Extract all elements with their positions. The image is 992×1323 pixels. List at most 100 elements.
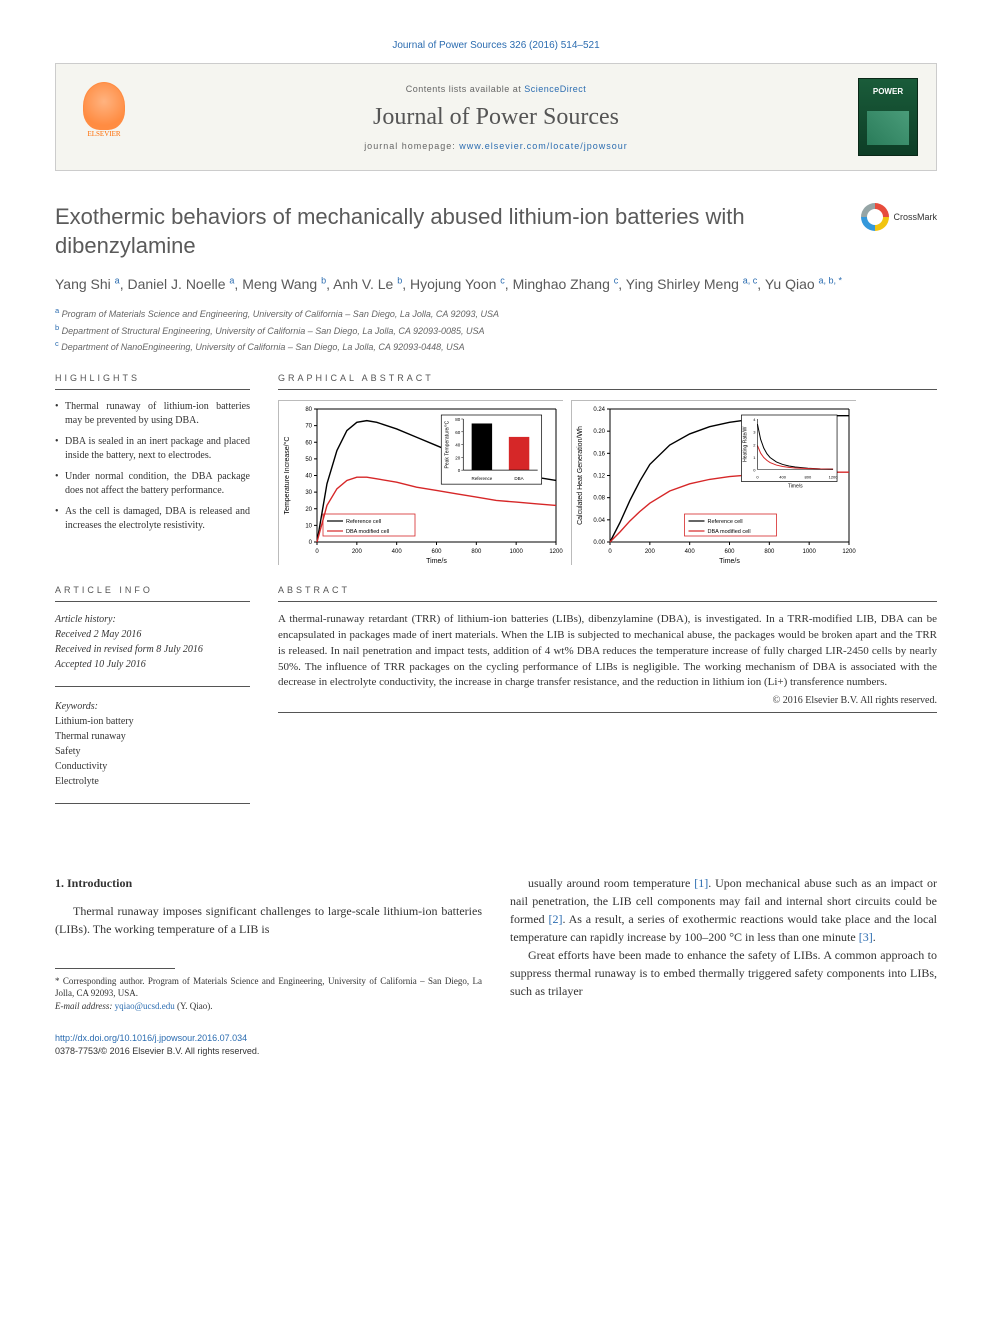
svg-text:Heating Rate/W: Heating Rate/W bbox=[742, 426, 748, 462]
svg-text:Time/s: Time/s bbox=[788, 483, 803, 489]
svg-text:0.16: 0.16 bbox=[593, 451, 605, 457]
svg-text:600: 600 bbox=[724, 549, 735, 555]
doi-link[interactable]: http://dx.doi.org/10.1016/j.jpowsour.201… bbox=[55, 1033, 247, 1043]
homepage-link[interactable]: www.elsevier.com/locate/jpowsour bbox=[459, 141, 628, 151]
email-line: E-mail address: yqiao@ucsd.edu (Y. Qiao)… bbox=[55, 1000, 482, 1013]
rule bbox=[55, 803, 250, 804]
svg-text:Temperature Increase/°C: Temperature Increase/°C bbox=[283, 436, 291, 514]
keywords: Keywords: Lithium-ion batteryThermal run… bbox=[55, 699, 250, 789]
graphical-abstract: 02004006008001000120001020304050607080Ti… bbox=[278, 400, 937, 565]
svg-text:200: 200 bbox=[645, 549, 656, 555]
footnotes: * Corresponding author. Program of Mater… bbox=[55, 975, 482, 1013]
svg-text:0.12: 0.12 bbox=[593, 473, 605, 479]
doi-block: http://dx.doi.org/10.1016/j.jpowsour.201… bbox=[55, 1032, 937, 1057]
svg-text:200: 200 bbox=[352, 549, 363, 555]
svg-text:DBA modified cell: DBA modified cell bbox=[346, 529, 389, 535]
intro-para-1: Thermal runaway imposes significant chal… bbox=[55, 902, 482, 938]
svg-text:1200: 1200 bbox=[829, 474, 839, 479]
citation: Journal of Power Sources 326 (2016) 514–… bbox=[55, 40, 937, 51]
copyright: © 2016 Elsevier B.V. All rights reserved… bbox=[278, 695, 937, 706]
journal-name: Journal of Power Sources bbox=[134, 104, 858, 131]
abstract-label: ABSTRACT bbox=[278, 585, 937, 595]
publisher-label: ELSEVIER bbox=[87, 130, 120, 138]
svg-text:0.08: 0.08 bbox=[593, 495, 605, 501]
svg-text:1200: 1200 bbox=[842, 549, 856, 555]
svg-text:Time/s: Time/s bbox=[719, 558, 740, 565]
journal-cover-icon bbox=[858, 78, 918, 156]
ref-link[interactable]: [2] bbox=[548, 912, 562, 926]
highlight-item: As the cell is damaged, DBA is released … bbox=[55, 505, 250, 534]
svg-text:0.24: 0.24 bbox=[593, 407, 605, 413]
svg-text:60: 60 bbox=[455, 429, 461, 434]
crossmark-badge[interactable]: CrossMark bbox=[861, 203, 937, 231]
svg-text:0.04: 0.04 bbox=[593, 518, 605, 524]
revised-date: Received in revised form 8 July 2016 bbox=[55, 642, 250, 657]
rule bbox=[55, 389, 250, 390]
elsevier-logo: ELSEVIER bbox=[74, 82, 134, 152]
article-info: Article history: Received 2 May 2016 Rec… bbox=[55, 612, 250, 672]
corresponding-author: * Corresponding author. Program of Mater… bbox=[55, 975, 482, 1000]
affiliations: a Program of Materials Science and Engin… bbox=[55, 305, 937, 355]
svg-text:0.00: 0.00 bbox=[593, 540, 605, 546]
footnote-separator bbox=[55, 968, 175, 969]
svg-text:800: 800 bbox=[805, 474, 812, 479]
svg-text:20: 20 bbox=[455, 455, 461, 460]
body-column-right: usually around room temperature [1]. Upo… bbox=[510, 874, 937, 1013]
svg-text:400: 400 bbox=[685, 549, 696, 555]
received-date: Received 2 May 2016 bbox=[55, 627, 250, 642]
svg-text:1200: 1200 bbox=[549, 549, 563, 555]
keyword-item: Conductivity bbox=[55, 759, 250, 774]
highlights-label: HIGHLIGHTS bbox=[55, 373, 250, 383]
journal-homepage: journal homepage: www.elsevier.com/locat… bbox=[134, 141, 858, 151]
ref-link[interactable]: [3] bbox=[859, 930, 873, 944]
svg-text:Peak Temperature/°C: Peak Temperature/°C bbox=[444, 420, 450, 468]
svg-text:0.20: 0.20 bbox=[593, 429, 605, 435]
contents-available: Contents lists available at ScienceDirec… bbox=[134, 84, 858, 94]
svg-text:Reference cell: Reference cell bbox=[346, 519, 381, 525]
chart-heat-generation: 0200400600800100012000.000.040.080.120.1… bbox=[571, 400, 856, 565]
svg-text:800: 800 bbox=[764, 549, 775, 555]
svg-text:40: 40 bbox=[455, 442, 461, 447]
rule bbox=[278, 712, 937, 713]
ref-link[interactable]: [1] bbox=[694, 876, 708, 890]
svg-text:80: 80 bbox=[455, 417, 461, 422]
svg-text:80: 80 bbox=[305, 407, 312, 413]
svg-text:60: 60 bbox=[305, 440, 312, 446]
accepted-date: Accepted 10 July 2016 bbox=[55, 657, 250, 672]
highlight-item: Under normal condition, the DBA package … bbox=[55, 470, 250, 499]
highlights-list: Thermal runaway of lithium-ion batteries… bbox=[55, 400, 250, 534]
history-label: Article history: bbox=[55, 612, 250, 627]
crossmark-label: CrossMark bbox=[893, 212, 937, 222]
intro-para-2: usually around room temperature [1]. Upo… bbox=[510, 874, 937, 946]
chart-temperature: 02004006008001000120001020304050607080Ti… bbox=[278, 400, 563, 565]
keyword-item: Thermal runaway bbox=[55, 729, 250, 744]
svg-text:1000: 1000 bbox=[802, 549, 816, 555]
keywords-label: Keywords: bbox=[55, 699, 250, 714]
highlight-item: DBA is sealed in an inert package and pl… bbox=[55, 435, 250, 464]
crossmark-icon bbox=[861, 203, 889, 231]
svg-text:400: 400 bbox=[779, 474, 786, 479]
authors: Yang Shi a, Daniel J. Noelle a, Meng Wan… bbox=[55, 274, 937, 295]
svg-text:30: 30 bbox=[305, 490, 312, 496]
rule bbox=[278, 389, 937, 390]
article-info-label: ARTICLE INFO bbox=[55, 585, 250, 595]
svg-text:50: 50 bbox=[305, 457, 312, 463]
keyword-item: Electrolyte bbox=[55, 774, 250, 789]
svg-text:20: 20 bbox=[305, 506, 312, 512]
sciencedirect-link[interactable]: ScienceDirect bbox=[524, 84, 586, 94]
email-link[interactable]: yqiao@ucsd.edu bbox=[115, 1001, 175, 1011]
svg-text:Time/s: Time/s bbox=[426, 558, 447, 565]
keyword-item: Lithium-ion battery bbox=[55, 714, 250, 729]
svg-text:Calculated Heat Generation/Wh: Calculated Heat Generation/Wh bbox=[577, 426, 584, 525]
svg-text:Reference cell: Reference cell bbox=[708, 519, 743, 525]
svg-text:600: 600 bbox=[431, 549, 442, 555]
abstract-text: A thermal-runaway retardant (TRR) of lit… bbox=[278, 612, 937, 692]
graphical-abstract-label: GRAPHICAL ABSTRACT bbox=[278, 373, 937, 383]
svg-text:Reference: Reference bbox=[471, 476, 492, 481]
svg-text:1000: 1000 bbox=[509, 549, 523, 555]
svg-text:10: 10 bbox=[305, 523, 312, 529]
svg-text:40: 40 bbox=[305, 473, 312, 479]
intro-heading: 1. Introduction bbox=[55, 874, 482, 892]
issn-line: 0378-7753/© 2016 Elsevier B.V. All right… bbox=[55, 1046, 259, 1056]
svg-text:DBA modified cell: DBA modified cell bbox=[708, 529, 751, 535]
